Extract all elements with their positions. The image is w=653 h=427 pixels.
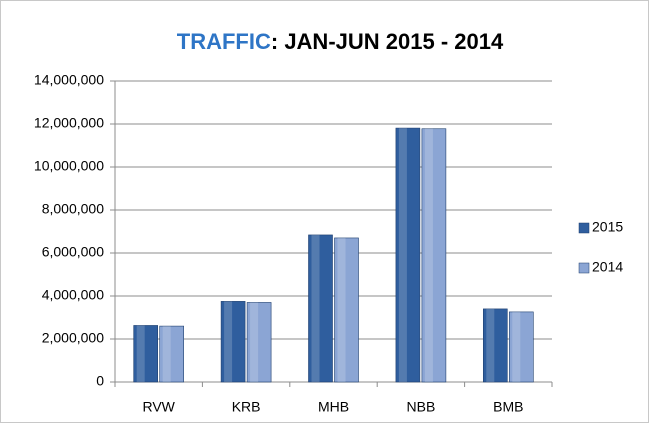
bar-shine [424,128,433,382]
legend-swatch [578,262,590,274]
bar [482,308,508,383]
x-tick-label: RVW [142,399,175,415]
y-tick-label: 4,000,000 [42,287,104,303]
bar [159,325,184,383]
bar-shine [486,308,495,382]
y-tick-label: 2,000,000 [42,330,104,346]
bar [421,128,447,383]
bar [334,237,359,383]
legend-label: 2015 [592,219,623,235]
bar [508,311,534,383]
y-tick-label: 12,000,000 [34,115,104,131]
x-tick-label: KRB [232,399,261,415]
legend-swatch [578,222,590,234]
bar [246,302,272,383]
chart-title: TRAFFIC: JAN-JUN 2015 - 2014 [177,29,504,54]
title-part: TRAFFIC [177,29,271,54]
bar [308,234,333,383]
y-tick-label: 10,000,000 [34,158,104,174]
bar [395,127,421,383]
x-tick-label: BMB [493,399,523,415]
bar-shine [224,301,233,382]
bar-shine [337,237,346,382]
bar-shine [512,311,521,382]
bar [133,325,158,383]
legend-label: 2014 [592,259,623,275]
bar-shine [162,326,171,382]
bar [220,301,246,383]
bar-shine [398,128,407,382]
y-tick-label: 8,000,000 [42,201,104,217]
y-tick-label: 0 [96,373,104,389]
bar-shine [136,325,145,382]
x-tick-label: MHB [318,399,349,415]
y-tick-label: 14,000,000 [34,72,104,88]
title-part: : JAN-JUN 2015 - 2014 [271,29,504,54]
y-tick-label: 6,000,000 [42,244,104,260]
bar-shine [250,302,259,382]
x-tick-label: NBB [407,399,436,415]
bar-shine [311,234,320,382]
